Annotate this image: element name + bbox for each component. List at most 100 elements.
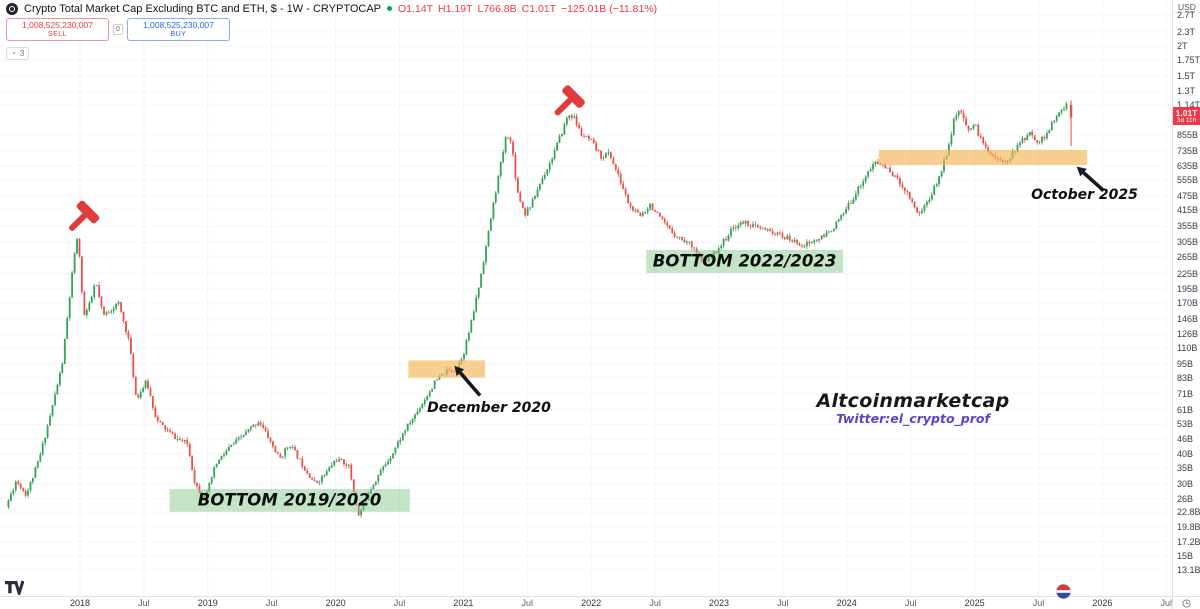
profile-badge-icon <box>1056 584 1071 604</box>
sell-price: 1,008,525,230,007 <box>22 20 93 30</box>
clock-icon <box>1182 598 1191 608</box>
time-axis-label: Jul <box>393 598 406 608</box>
hammer-icon[interactable] <box>547 84 587 124</box>
symbol-title[interactable]: Crypto Total Market Cap Excluding BTC an… <box>24 2 382 15</box>
price-axis-label: 225B <box>1177 268 1199 279</box>
price-axis-label: 61B <box>1177 404 1194 415</box>
price-axis-label: 95B <box>1177 358 1194 369</box>
price-axis-label: 2.7T <box>1177 10 1196 21</box>
sell-label: SELL <box>47 31 68 38</box>
time-axis-label: Jul <box>777 598 789 608</box>
arrow[interactable] <box>1076 166 1105 193</box>
price-axis-label: 2.3T <box>1177 26 1196 37</box>
price-axis-label: 475B <box>1177 191 1199 202</box>
price-axis-label: 2T <box>1177 41 1188 52</box>
hammer-icon[interactable] <box>61 199 101 239</box>
price-axis-label: 195B <box>1177 283 1199 294</box>
price-axis-label: 855B <box>1177 129 1199 140</box>
price-axis-label: 15B <box>1177 550 1194 561</box>
band-label-bottom-2022-2023[interactable]: BOTTOM 2022/2023 <box>652 251 837 271</box>
indicators-collapsed-chip[interactable]: ⌄ 3 <box>6 46 30 60</box>
time-axis-label: Jul <box>1160 598 1173 608</box>
price-axis-label: 555B <box>1177 174 1199 185</box>
ohlc-open: O1.14T <box>398 2 434 15</box>
time-axis-label: 2024 <box>836 598 857 608</box>
time-axis-label: 2018 <box>69 598 91 608</box>
tradingview-logo-icon[interactable] <box>4 577 25 600</box>
ohlc-change: −125.01B (−11.81%) <box>561 2 658 15</box>
spread-value: 0 <box>113 24 123 35</box>
chart-svg[interactable] <box>0 0 1172 596</box>
ohlc-close: C1.01T <box>521 2 557 15</box>
watermark-twitter-handle: Twitter:el_crypto_prof <box>836 411 990 426</box>
axis-corner[interactable] <box>1172 596 1200 609</box>
buy-button[interactable]: 1,008,525,230,007 BUY <box>126 18 230 41</box>
band-label-bottom-2019-2020[interactable]: BOTTOM 2019/2020 <box>197 490 382 510</box>
time-axis-label: Jul <box>138 598 150 608</box>
price-axis-currency-label[interactable]: USD <box>1173 0 1200 13</box>
sell-button[interactable]: 1,008,525,230,007 SELL <box>6 18 109 41</box>
support-band-december-2020-zone[interactable] <box>408 360 486 378</box>
symbol-header: Crypto Total Market Cap Excluding BTC an… <box>6 2 657 60</box>
annotation-october-2025[interactable]: October 2025 <box>1031 187 1138 204</box>
last-price-value: 1.01T <box>1175 108 1198 119</box>
time-axis-label: Jul <box>265 598 278 608</box>
price-axis-label: 53B <box>1177 419 1194 430</box>
price-axis-label: 13.1B <box>1177 565 1200 575</box>
price-axis-label: 26B <box>1177 493 1194 504</box>
support-band-bottom-2022-2023[interactable] <box>646 250 843 273</box>
price-axis-label: 30B <box>1177 478 1194 489</box>
time-axis-label: 2019 <box>197 598 218 608</box>
price-axis-label: 46B <box>1177 434 1194 445</box>
last-price-tag: 1.01T 3d 11h <box>1173 107 1200 126</box>
price-axis-label: 1.75T <box>1177 55 1200 66</box>
price-axis-label: 71B <box>1177 388 1194 399</box>
bar-countdown: 3d 11h <box>1176 117 1197 125</box>
price-axis-label: 126B <box>1177 329 1199 340</box>
price-axis-label: 40B <box>1177 448 1194 459</box>
time-axis-label: 2020 <box>325 598 346 608</box>
price-axis-label: 170B <box>1177 298 1199 309</box>
grid-layer <box>79 0 1167 596</box>
chart-canvas[interactable]: BOTTOM 2019/2020 BOTTOM 2022/2023 Decemb… <box>0 0 1172 599</box>
price-axis-label: 355B <box>1177 221 1199 232</box>
arrow[interactable] <box>454 365 482 397</box>
price-axis-label: 1.14T <box>1177 99 1200 110</box>
buy-price: 1,008,525,230,007 <box>142 20 214 30</box>
ohlc-legend: O1.14T H1.19T L766.8B C1.01T −125.01B (−… <box>398 3 657 15</box>
price-axis-label: 146B <box>1177 313 1199 324</box>
price-axis[interactable]: USD 1.01T 3d 11h 2.7T 2.3T 2T 1.75T 1.5T 1.3T… <box>1172 0 1200 596</box>
buy-label: BUY <box>170 31 187 38</box>
time-axis-label: 2023 <box>708 598 730 608</box>
time-axis[interactable]: 2018 Jul 2019 Jul 2020 Jul 2021 Jul 2022 Jul 2023 J… <box>0 596 1172 609</box>
time-axis-label: Jul <box>904 598 917 608</box>
annotation-december-2020[interactable]: December 2020 <box>427 400 551 417</box>
price-axis-label: 415B <box>1177 205 1199 216</box>
ohlc-high: H1.19T <box>438 2 473 15</box>
candlestick-series <box>7 100 1073 518</box>
price-axis-label: 83B <box>1177 372 1194 383</box>
price-axis-label: 22.8B <box>1177 507 1200 518</box>
watermark: Altcoinmarketcap Twitter:el_crypto_prof <box>763 391 1063 426</box>
time-axis-label: Jul <box>649 598 661 608</box>
time-axis-label: Jul <box>521 598 534 608</box>
price-axis-label: 635B <box>1177 160 1199 171</box>
price-axis-label: 1.3T <box>1177 86 1196 97</box>
market-status-icon <box>387 6 393 11</box>
price-axis-label: 110B <box>1177 343 1198 354</box>
price-axis-label: 19.8B <box>1177 521 1200 532</box>
support-band-bottom-2019-2020[interactable] <box>169 489 410 512</box>
price-axis-label: 735B <box>1177 145 1199 156</box>
price-axis-label: 265B <box>1177 251 1199 262</box>
time-axis-label: 2025 <box>964 598 985 608</box>
indicators-count: 3 <box>19 48 25 58</box>
ohlc-low: L766.8B <box>477 2 517 15</box>
price-axis-label: 1.5T <box>1177 71 1196 82</box>
chevron-down-icon: ⌄ <box>11 49 17 56</box>
price-axis-label: 305B <box>1177 237 1199 248</box>
price-axis-label: 35B <box>1177 462 1194 473</box>
time-axis-label: Jul <box>1032 598 1045 608</box>
support-band-october-2025-zone[interactable] <box>878 149 1088 165</box>
price-axis-label: 17.2B <box>1177 536 1200 547</box>
